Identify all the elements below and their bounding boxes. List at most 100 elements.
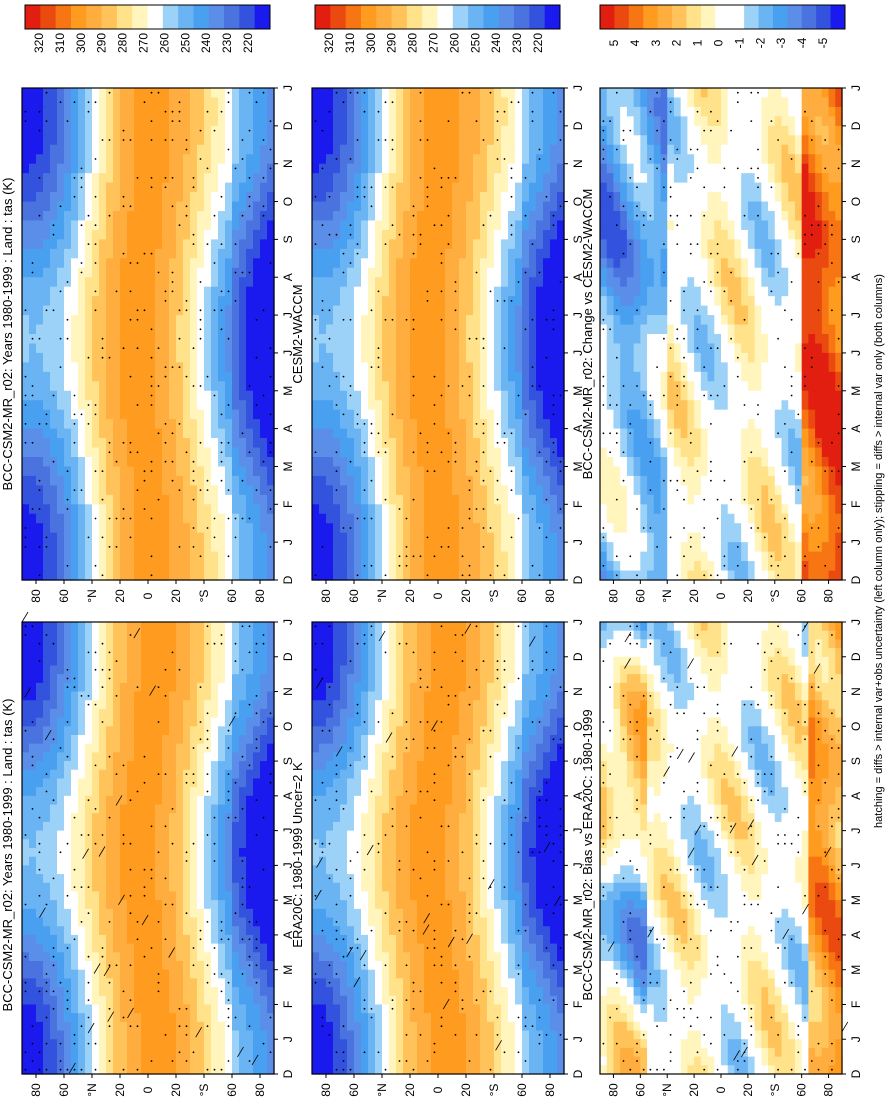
stipple-dot	[221, 328, 223, 330]
heatmap-cell	[452, 639, 460, 648]
heatmap-cell	[246, 315, 254, 325]
heatmap-cell	[64, 154, 72, 164]
heatmap-cell	[211, 504, 219, 514]
heatmap-cell	[260, 533, 268, 543]
heatmap-cell	[225, 476, 233, 486]
heatmap-cell	[190, 533, 198, 543]
heatmap-cell	[99, 400, 107, 410]
stipple-dot	[102, 686, 104, 688]
stipple-dot	[25, 625, 27, 627]
stipple-dot	[172, 480, 174, 482]
heatmap-cell	[253, 192, 261, 202]
heatmap-cell	[155, 476, 163, 486]
heatmap-cell	[197, 116, 205, 126]
stipple-dot	[25, 730, 27, 732]
heatmap-cell	[176, 778, 184, 787]
heatmap-cell	[347, 648, 355, 657]
colorbar-swatch	[132, 5, 148, 29]
heatmap-cell	[134, 457, 142, 467]
heatmap-cell	[57, 391, 65, 401]
heatmap-cell	[71, 126, 79, 136]
heatmap-cell	[78, 306, 86, 316]
heatmap-cell	[197, 504, 205, 514]
heatmap-cell	[148, 839, 156, 848]
heatmap-cell	[71, 726, 79, 735]
heatmap-cell	[106, 116, 114, 126]
heatmap-cell	[134, 533, 142, 543]
heatmap-cell	[403, 631, 411, 640]
stipple-dot	[256, 947, 258, 949]
heatmap-cell	[120, 400, 128, 410]
heatmap-cell	[113, 909, 121, 918]
heatmap-cell	[113, 164, 121, 174]
heatmap-cell	[312, 726, 320, 735]
heatmap-cell	[155, 900, 163, 909]
heatmap-cell	[162, 504, 170, 514]
stipple-dot	[151, 177, 153, 179]
heatmap-cell	[134, 987, 142, 996]
heatmap-cell	[92, 476, 100, 486]
heatmap-cell	[43, 466, 51, 476]
heatmap-cell	[218, 961, 226, 970]
heatmap-cell	[141, 457, 149, 467]
heatmap-cell	[218, 648, 226, 657]
heatmap-cell	[36, 315, 44, 325]
stipple-dot	[88, 1017, 90, 1019]
heatmap-cell	[127, 787, 135, 796]
heatmap-cell	[494, 709, 502, 718]
heatmap-cell	[190, 718, 198, 727]
heatmap-cell	[232, 466, 240, 476]
heatmap-cell	[382, 700, 390, 709]
heatmap-cell	[92, 944, 100, 953]
stipple-dot	[242, 669, 244, 671]
heatmap-cell	[64, 173, 72, 183]
heatmap-cell	[43, 883, 51, 892]
heatmap-cell	[141, 978, 149, 987]
heatmap-cell	[550, 692, 558, 701]
heatmap-cell	[85, 466, 93, 476]
stipple-dot	[151, 328, 153, 330]
heatmap-cell	[197, 173, 205, 183]
heatmap-cell	[148, 909, 156, 918]
heatmap-cell	[190, 126, 198, 136]
heatmap-cell	[183, 813, 191, 822]
heatmap-cell	[197, 192, 205, 202]
heatmap-cell	[141, 839, 149, 848]
lat-tick-label: °N	[85, 589, 99, 602]
heatmap-cell	[232, 116, 240, 126]
heatmap-cell	[246, 926, 254, 935]
heatmap-cell	[253, 249, 261, 259]
heatmap-cell	[57, 831, 65, 840]
heatmap-cell	[508, 648, 516, 657]
heatmap-cell	[253, 718, 261, 727]
heatmap-cell	[197, 107, 205, 117]
heatmap-cell	[169, 631, 177, 640]
heatmap-cell	[204, 987, 212, 996]
heatmap-cell	[183, 700, 191, 709]
heatmap-cell	[197, 343, 205, 353]
stipple-dot	[228, 999, 230, 1001]
heatmap-cell	[43, 1022, 51, 1031]
heatmap-cell	[29, 918, 37, 927]
heatmap-cell	[260, 381, 268, 391]
heatmap-cell	[438, 657, 446, 666]
heatmap-cell	[43, 952, 51, 961]
heatmap-cell	[246, 1039, 254, 1048]
heatmap-cell	[64, 571, 72, 581]
stipple-dot	[116, 518, 118, 520]
heatmap-cell	[197, 249, 205, 259]
heatmap-cell	[190, 857, 198, 866]
heatmap-cell	[155, 639, 163, 648]
heatmap-cell	[71, 952, 79, 961]
heatmap-cell	[403, 726, 411, 735]
heatmap-cell	[113, 239, 121, 249]
heatmap-cell	[155, 542, 163, 552]
heatmap-cell	[183, 552, 191, 562]
stipple-dot	[95, 158, 97, 160]
heatmap-cell	[211, 353, 219, 363]
heatmap-cell	[169, 874, 177, 883]
heatmap-cell	[218, 495, 226, 505]
heatmap-cell	[333, 726, 341, 735]
colorbar-tick-label: 290	[95, 33, 109, 53]
heatmap-cell	[253, 476, 261, 486]
